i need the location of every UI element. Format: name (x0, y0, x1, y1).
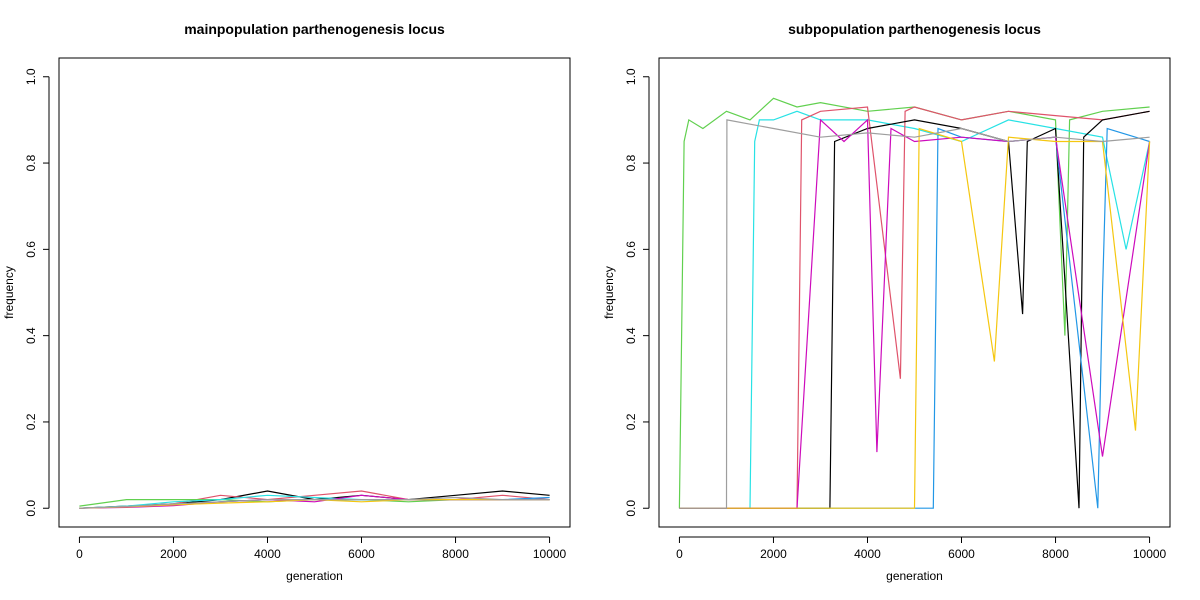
plot-frame (58, 57, 571, 528)
y-tick-label: 0.8 (24, 154, 38, 171)
x-tick-label: 4000 (254, 547, 281, 561)
chart-title: mainpopulation parthenogenesis locus (184, 21, 445, 37)
x-tick-label: 0 (76, 547, 83, 561)
y-axis-label: frequency (602, 266, 616, 319)
x-axis-label: generation (886, 569, 943, 583)
x-tick-label: 8000 (442, 547, 469, 561)
x-tick-label: 4000 (854, 547, 881, 561)
series-line-3 (679, 106, 1150, 509)
x-tick-label: 6000 (348, 547, 375, 561)
x-tick-label: 10000 (533, 547, 567, 561)
series-line-5 (679, 127, 1150, 509)
y-tick-label: 0.6 (24, 241, 38, 258)
y-tick-label: 0.8 (624, 154, 638, 171)
x-tick-label: 2000 (160, 547, 187, 561)
y-tick-label: 0.2 (24, 413, 38, 430)
x-tick-label: 0 (676, 547, 683, 561)
series-group (79, 490, 550, 509)
y-tick-label: 0.0 (624, 500, 638, 517)
x-tick-label: 2000 (760, 547, 787, 561)
series-line-8 (79, 496, 550, 509)
y-tick-label: 0.2 (624, 413, 638, 430)
series-line-7 (679, 127, 1151, 509)
y-tick-label: 0.0 (24, 500, 38, 517)
y-axis-label: frequency (2, 266, 16, 319)
x-tick-label: 10000 (1133, 547, 1167, 561)
x-axis-label: generation (286, 569, 343, 583)
series-group (678, 97, 1151, 509)
series-line-2 (679, 110, 1151, 509)
series-line-6 (679, 118, 1151, 509)
y-tick-label: 0.4 (24, 327, 38, 344)
y-tick-label: 0.4 (624, 327, 638, 344)
series-line-8 (679, 119, 1150, 509)
series-line-4 (679, 110, 1150, 509)
x-tick-label: 8000 (1042, 547, 1069, 561)
y-tick-label: 0.6 (624, 241, 638, 258)
chart-panel-2: subpopulation parthenogenesis locus 0 2000… (602, 21, 1171, 583)
chart-title: subpopulation parthenogenesis locus (788, 21, 1041, 37)
chart-panel-1: mainpopulation parthenogenesis locus 0 200… (2, 21, 571, 583)
x-tick-label: 6000 (948, 547, 975, 561)
y-tick-label: 1.0 (24, 68, 38, 85)
series-line-1 (678, 97, 1150, 509)
plot-frame (658, 57, 1171, 528)
y-tick-label: 1.0 (624, 68, 638, 85)
